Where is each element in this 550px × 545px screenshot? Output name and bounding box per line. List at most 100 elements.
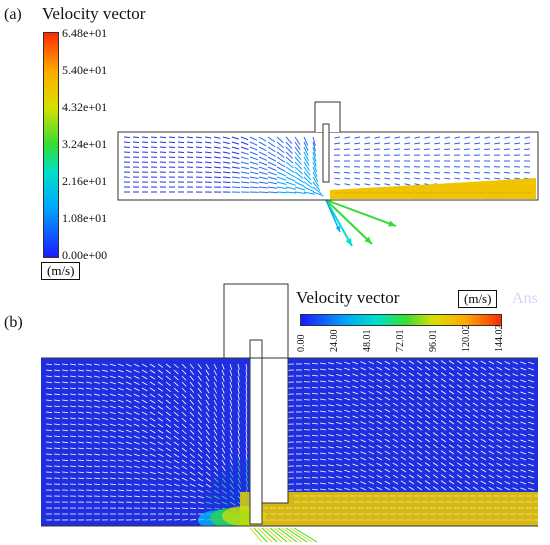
velocity-arrow — [61, 369, 68, 372]
velocity-arrow — [480, 372, 487, 377]
velocity-arrow — [352, 475, 359, 479]
velocity-arrow — [325, 199, 373, 245]
velocity-arrow — [149, 453, 156, 457]
velocity-arrow — [334, 171, 341, 174]
velocity-arrow — [109, 489, 117, 492]
velocity-arrow — [504, 457, 511, 461]
velocity-arrow — [440, 372, 447, 377]
velocity-arrow — [53, 435, 61, 437]
velocity-arrow — [109, 375, 116, 379]
velocity-arrow — [384, 408, 391, 413]
velocity-arrow — [368, 433, 375, 437]
velocity-arrow — [245, 501, 250, 508]
velocity-arrow — [400, 366, 407, 371]
velocity-arrow — [258, 186, 269, 189]
velocity-arrow — [368, 403, 375, 407]
velocity-arrow — [149, 495, 156, 498]
velocity-arrow — [181, 375, 187, 381]
velocity-arrow — [404, 142, 411, 145]
velocity-arrow — [222, 146, 231, 150]
velocity-arrow — [454, 142, 461, 145]
velocity-arrow — [85, 405, 92, 408]
velocity-arrow — [173, 381, 179, 387]
velocity-arrow — [400, 372, 407, 377]
velocity-arrow — [173, 453, 180, 458]
velocity-arrow — [392, 456, 399, 461]
velocity-arrow — [472, 378, 479, 383]
velocity-arrow — [213, 411, 218, 418]
velocity-arrow — [117, 369, 124, 373]
velocity-arrow — [360, 427, 367, 431]
velocity-arrow — [311, 422, 319, 425]
velocity-arrow — [213, 471, 219, 477]
velocity-arrow — [181, 429, 187, 435]
velocity-arrow — [231, 181, 240, 184]
velocity-arrow — [520, 379, 527, 383]
velocity-arrow-head — [345, 238, 352, 246]
velocity-arrow — [173, 435, 180, 440]
velocity-arrow — [454, 177, 461, 180]
velocity-arrow — [376, 450, 383, 455]
velocity-arrow — [189, 417, 195, 423]
velocity-arrow — [328, 398, 335, 401]
velocity-arrow — [85, 483, 93, 485]
velocity-arrow — [53, 447, 61, 449]
velocity-arrow — [177, 141, 185, 144]
velocity-arrow — [245, 411, 248, 418]
velocity-arrow — [360, 367, 367, 371]
velocity-arrow — [494, 177, 501, 180]
velocity-arrow — [440, 450, 447, 455]
velocity-arrow — [157, 471, 164, 475]
velocity-arrow — [424, 438, 431, 443]
velocity-arrow — [221, 429, 225, 436]
velocity-arrow — [213, 161, 221, 164]
velocity-arrow — [229, 399, 233, 406]
velocity-arrow — [448, 486, 455, 491]
velocity-arrow — [328, 416, 335, 419]
velocity-arrow — [328, 482, 335, 485]
velocity-arrow — [157, 393, 164, 398]
velocity-arrow — [125, 495, 133, 498]
velocity-arrow — [149, 381, 156, 386]
velocity-arrow — [197, 435, 203, 441]
velocity-arrow — [456, 420, 463, 425]
velocity-arrow — [149, 411, 156, 416]
velocity-arrow — [432, 384, 439, 389]
velocity-arrow — [320, 404, 327, 407]
panel-a-scale-tick: 5.40e+01 — [62, 63, 108, 77]
velocity-arrow — [69, 459, 77, 462]
velocity-arrow — [328, 476, 335, 479]
velocity-arrow — [440, 408, 447, 413]
velocity-arrow — [45, 393, 53, 396]
velocity-arrow — [424, 148, 431, 151]
velocity-arrow — [133, 429, 140, 433]
velocity-arrow — [408, 414, 415, 419]
velocity-arrow — [267, 186, 278, 189]
velocity-arrow — [336, 434, 343, 437]
velocity-arrow — [69, 405, 76, 408]
velocity-arrow — [416, 372, 423, 377]
velocity-arrow — [384, 183, 391, 186]
velocity-arrow — [157, 423, 164, 428]
velocity-arrow — [336, 428, 343, 431]
velocity-arrow — [141, 489, 148, 492]
velocity-arrow — [189, 435, 195, 441]
velocity-arrow — [181, 483, 188, 487]
velocity-arrow — [360, 439, 367, 443]
velocity-arrow — [416, 444, 423, 449]
velocity-arrow — [168, 141, 176, 144]
velocity-arrow — [336, 470, 343, 473]
velocity-arrow — [276, 141, 285, 149]
velocity-arrow — [504, 463, 511, 467]
velocity-arrow — [448, 402, 455, 407]
velocity-arrow — [456, 468, 463, 473]
velocity-arrow — [237, 381, 240, 388]
velocity-arrow — [440, 444, 447, 449]
velocity-arrow — [488, 384, 495, 389]
velocity-arrow — [204, 166, 212, 169]
velocity-arrow — [197, 441, 203, 447]
velocity-arrow — [384, 456, 391, 461]
velocity-arrow — [408, 468, 415, 473]
panel-a-title: Velocity vector — [42, 4, 146, 23]
velocity-arrow — [392, 444, 399, 449]
